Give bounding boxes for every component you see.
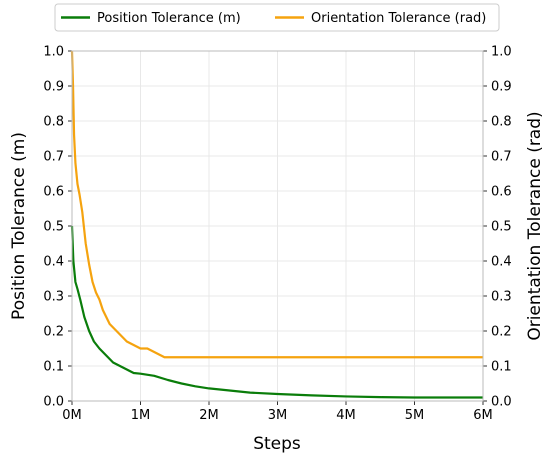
y-tick-label-right: 0.5	[491, 220, 512, 235]
y-tick-label-left: 0.1	[43, 360, 64, 375]
x-tick-label: 0M	[62, 408, 82, 423]
y-tick-label-left: 0.5	[43, 220, 64, 235]
x-axis-label: Steps	[253, 434, 301, 454]
ticks: 0M 1M 2M 3M 4M 5M 6M0.0 0.00.1 0.10.2 0.20.3 0.30.…	[43, 45, 511, 424]
legend-label-orientation: Orientation Tolerance (rad)	[311, 11, 486, 26]
y-tick-label-left: 0.8	[43, 115, 64, 130]
y-tick-label-left: 0.9	[43, 80, 64, 95]
y-tick-label-right: 0.9	[491, 80, 512, 95]
x-tick-label: 3M	[268, 408, 288, 423]
y-tick-label-right: 0.6	[491, 185, 512, 200]
y-tick-label-right: 0.2	[491, 325, 512, 340]
y-tick-label-left: 0.6	[43, 185, 64, 200]
y-tick-label-left: 0.0	[43, 395, 64, 410]
y-tick-label-right: 0.7	[491, 150, 512, 165]
legend-label-position: Position Tolerance (m)	[97, 11, 241, 26]
series-line-orientation	[70, 50, 483, 359]
x-tick-label: 4M	[336, 408, 356, 423]
y-tick-label-left: 0.4	[43, 255, 64, 270]
series-lines	[70, 50, 483, 399]
y-tick-label-right: 0.0	[491, 395, 512, 410]
grid	[71, 50, 484, 402]
legend: Position Tolerance (m) Orientation Toler…	[54, 3, 500, 32]
x-tick-label: 2M	[199, 408, 219, 423]
y-tick-label-left: 1.0	[43, 45, 64, 60]
y-tick-label-right: 0.1	[491, 360, 512, 375]
y-tick-label-left: 0.3	[43, 290, 64, 305]
x-tick-label: 6M	[473, 408, 493, 423]
y-axis-label-left: Position Tolerance (m)	[9, 132, 29, 320]
plot-frame	[71, 50, 484, 402]
y-tick-label-right: 0.3	[491, 290, 512, 305]
y-tick-label-right: 0.8	[491, 115, 512, 130]
y-tick-label-left: 0.7	[43, 150, 64, 165]
x-tick-label: 5M	[405, 408, 425, 423]
y-tick-label-left: 0.2	[43, 325, 64, 340]
y-axis-label-right: Orientation Tolerance (rad)	[525, 111, 545, 340]
series-line-position	[70, 225, 483, 399]
y-tick-label-right: 0.4	[491, 255, 512, 270]
x-tick-label: 1M	[131, 408, 151, 423]
y-tick-label-right: 1.0	[491, 45, 512, 60]
